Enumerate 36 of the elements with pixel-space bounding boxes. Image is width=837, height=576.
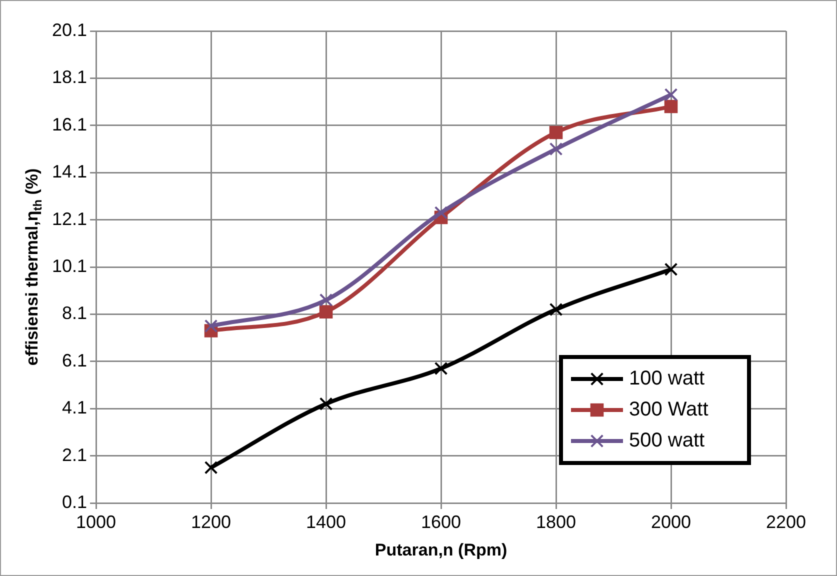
point bbox=[204, 460, 218, 474]
x-tick-label: 2200 bbox=[766, 512, 806, 532]
point bbox=[204, 319, 218, 333]
y-tick-label: 10.1 bbox=[52, 256, 88, 276]
point bbox=[319, 293, 333, 307]
x-axis-title: Putaran,n (Rpm) bbox=[374, 540, 508, 560]
point bbox=[319, 397, 333, 411]
y-tick-label: 0.1 bbox=[62, 492, 88, 512]
y-tick-label: 20.1 bbox=[52, 20, 88, 40]
legend-label: 500 watt bbox=[629, 430, 706, 452]
point bbox=[434, 362, 448, 376]
y-tick-label: 8.1 bbox=[62, 303, 88, 324]
y-axis-title: effisiensi thermal,ηth (%) bbox=[22, 168, 44, 366]
point bbox=[434, 206, 448, 220]
x-tick-label: 1600 bbox=[420, 512, 462, 532]
x-tick-label: 2000 bbox=[650, 512, 692, 532]
y-tick-label: 12.1 bbox=[52, 208, 88, 229]
x-tick-label: 1200 bbox=[191, 512, 232, 532]
x-tick-label: 1000 bbox=[76, 512, 116, 532]
legend-label: 300 Watt bbox=[629, 398, 709, 421]
y-tick-label: 6.1 bbox=[62, 350, 88, 370]
x-tick-label: 1800 bbox=[536, 512, 576, 532]
point bbox=[549, 142, 563, 156]
x-tick-label: 1400 bbox=[306, 512, 346, 532]
point bbox=[319, 305, 333, 318]
y-tick-label: 4.1 bbox=[62, 398, 88, 418]
y-tick-label: 18.1 bbox=[52, 67, 88, 88]
point bbox=[664, 262, 678, 276]
point bbox=[664, 88, 678, 102]
y-tick-label: 14.1 bbox=[52, 162, 88, 182]
point bbox=[664, 100, 678, 114]
y-tick-label: 2.1 bbox=[62, 444, 88, 465]
point bbox=[549, 126, 563, 140]
point bbox=[549, 302, 563, 316]
legend-label: 100 watt bbox=[629, 368, 706, 390]
y-tick-label: 16.1 bbox=[52, 114, 88, 134]
